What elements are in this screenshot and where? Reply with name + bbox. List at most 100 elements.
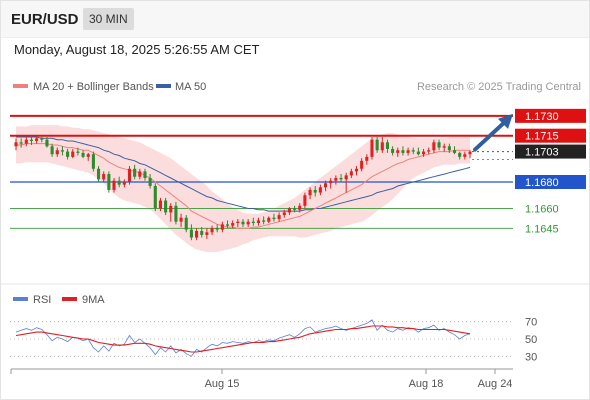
- rsi-tick-70: 70: [525, 317, 537, 329]
- candle: [29, 135, 34, 145]
- candle: [375, 137, 379, 153]
- candle-body: [349, 171, 353, 176]
- candle-body: [158, 200, 163, 209]
- candle-body: [427, 150, 431, 152]
- candle-body: [35, 138, 39, 141]
- candle: [189, 224, 193, 241]
- level-label-1.1680: 1.1680: [525, 177, 559, 189]
- candle: [303, 192, 307, 209]
- ma9-legend-label: 9MA: [82, 294, 105, 306]
- candle: [452, 146, 457, 155]
- candle: [81, 150, 85, 159]
- projection-arrowhead: [498, 113, 513, 129]
- candle: [164, 197, 168, 216]
- candle: [60, 146, 64, 156]
- candle: [91, 151, 95, 172]
- candle: [287, 207, 291, 216]
- candle-body: [411, 150, 415, 152]
- candle-body: [50, 146, 54, 155]
- candle: [318, 184, 322, 196]
- candle: [133, 164, 137, 180]
- candle: [153, 183, 157, 212]
- candle: [427, 147, 431, 155]
- candle-body: [138, 171, 142, 177]
- candle-body: [308, 189, 312, 196]
- candle-body: [313, 189, 317, 193]
- candle-body: [19, 142, 23, 144]
- price-plot: 1.1730 1.1715 1.1703 1.1680 1.1660 1.1645: [10, 108, 586, 253]
- candle-body: [370, 139, 374, 157]
- candle-body: [220, 224, 224, 230]
- candle: [344, 172, 348, 193]
- candle-body: [334, 178, 338, 181]
- candle-body: [354, 168, 359, 172]
- candle-body: [66, 151, 70, 157]
- candle: [200, 226, 204, 238]
- candle-body: [195, 230, 199, 238]
- timeframe-button[interactable]: 30 MIN: [83, 8, 134, 30]
- candle: [86, 152, 90, 161]
- candle-body: [365, 156, 369, 161]
- candle: [349, 168, 353, 179]
- candle: [468, 150, 472, 159]
- candle-body: [277, 215, 281, 220]
- ma20-legend-label: MA 20 + Bollinger Bands: [33, 81, 154, 93]
- candle-body: [76, 151, 80, 153]
- candle-body: [267, 217, 271, 222]
- candle-body: [45, 139, 49, 147]
- candle-body: [401, 150, 405, 153]
- bollinger-band: [16, 125, 470, 253]
- candle-body: [293, 208, 297, 210]
- time-tick-label: Aug 24: [478, 378, 513, 390]
- candle: [195, 228, 199, 241]
- candle: [246, 219, 250, 227]
- candle-body: [143, 171, 147, 179]
- level-label-1.1703: 1.1703: [525, 147, 559, 159]
- candle: [174, 201, 178, 225]
- candle: [354, 166, 359, 176]
- candle-body: [344, 175, 348, 180]
- candle-body: [200, 230, 204, 235]
- time-tick-label: Aug 18: [409, 378, 444, 390]
- candle-body: [251, 221, 255, 224]
- candle: [391, 146, 395, 156]
- candle-body: [458, 152, 462, 157]
- candle-body: [215, 228, 219, 230]
- level-tag-1.1715: [515, 128, 586, 143]
- level-tag-1.1703: [515, 144, 586, 159]
- candle: [334, 175, 338, 185]
- ma50-line: [16, 136, 471, 212]
- candle: [66, 148, 70, 160]
- candle-body: [236, 221, 240, 224]
- candle: [112, 178, 116, 193]
- candle: [298, 203, 302, 213]
- candle: [411, 147, 415, 155]
- candle-body: [148, 178, 152, 186]
- candle-body: [339, 178, 343, 180]
- candle: [117, 176, 121, 188]
- candle: [138, 168, 142, 180]
- candle-body: [262, 220, 266, 222]
- candle-body: [205, 232, 209, 235]
- candle-body: [169, 205, 173, 213]
- candle: [102, 171, 106, 182]
- candle-body: [432, 142, 436, 151]
- candle: [210, 225, 214, 235]
- candle: [220, 221, 224, 233]
- candle: [293, 205, 297, 213]
- candle-body: [81, 152, 85, 157]
- candle: [158, 197, 163, 212]
- ma50-legend-label: MA 50: [175, 81, 206, 93]
- candle-body: [463, 154, 467, 157]
- candle-body: [231, 223, 235, 226]
- candle-body: [117, 180, 121, 185]
- candle-body: [452, 150, 457, 153]
- ma9-legend-swatch: [62, 297, 77, 301]
- ma20-line: [16, 143, 470, 229]
- candle-body: [96, 168, 101, 180]
- candle-body: [102, 174, 106, 180]
- level-label-1.1730: 1.1730: [525, 111, 559, 123]
- candle: [241, 219, 245, 227]
- candle: [365, 154, 369, 165]
